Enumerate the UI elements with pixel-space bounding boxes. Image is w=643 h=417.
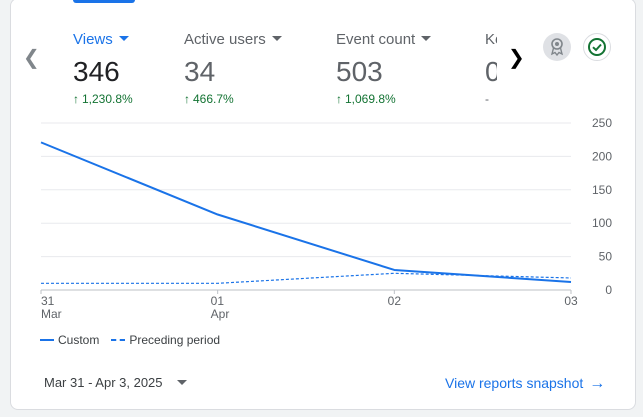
metric-change: - [485, 92, 489, 106]
chevron-right-icon[interactable]: ❯ [508, 47, 525, 69]
caret-down-icon [421, 35, 432, 41]
view-reports-snapshot-link[interactable]: View reports snapshot → [445, 375, 605, 393]
arrow-up-icon: ↑ [184, 92, 190, 106]
metric-value: 503 [336, 56, 383, 87]
legend-swatch-custom [40, 339, 54, 341]
caret-down-icon [271, 35, 282, 41]
legend-label-preceding: Preceding period [129, 333, 221, 347]
metric-value: 34 [184, 56, 216, 87]
metric-label: Key events [485, 31, 497, 48]
x-tick-label: 03 [564, 294, 578, 308]
metric-value: 0 [485, 56, 497, 88]
y-tick-label: 50 [599, 250, 613, 264]
check-circle-icon[interactable] [583, 33, 611, 61]
y-axis: 0 50 100 150 200 250 [592, 116, 612, 297]
caret-down-icon [118, 35, 129, 41]
series-line-custom [40, 141, 572, 283]
metric-views[interactable]: Views 346 ↑ 1,230.8% [73, 31, 133, 106]
series-line-preceding [41, 272, 572, 284]
chevron-left-icon[interactable]: ❮ [23, 47, 40, 69]
chart-legend: Custom Preceding period [40, 333, 220, 347]
report-card: ❮ Views 346 ↑ 1,230.8% Active users 34 ↑ 4… [10, 0, 636, 410]
x-tick-label: 02 [388, 294, 402, 308]
y-tick-label: 200 [592, 149, 612, 163]
x-tick-label: Apr [211, 307, 230, 321]
x-tick-label: 01 [211, 294, 225, 308]
y-tick-label: 100 [592, 216, 612, 230]
x-tick-label: 31 [41, 294, 55, 308]
metric-label: Views [73, 31, 133, 48]
active-tab-indicator [73, 0, 135, 3]
metric-change: ↑ 466.7% [184, 92, 234, 106]
metric-value: 346 [73, 56, 120, 87]
y-tick-label: 0 [605, 283, 612, 297]
caret-down-icon [176, 380, 187, 385]
metric-active-users[interactable]: Active users 34 ↑ 466.7% [184, 31, 282, 106]
legend-swatch-preceding [111, 339, 126, 341]
metric-key-events[interactable]: Key events 0 - [485, 31, 497, 111]
chart-series [40, 141, 572, 284]
metric-change: ↑ 1,069.8% [336, 92, 396, 106]
metric-label: Event count [336, 31, 432, 48]
date-range-label: Mar 31 - Apr 3, 2025 [44, 375, 163, 390]
ribbon-badge-icon[interactable] [543, 33, 571, 61]
arrow-up-icon: ↑ [73, 92, 79, 106]
arrow-up-icon: ↑ [336, 92, 342, 106]
date-range-selector[interactable]: Mar 31 - Apr 3, 2025 [44, 375, 187, 390]
snapshot-link-label: View reports snapshot [445, 375, 584, 391]
metric-change: ↑ 1,230.8% [73, 92, 133, 106]
metric-event-count[interactable]: Event count 503 ↑ 1,069.8% [336, 31, 432, 106]
chart-grid [41, 122, 571, 291]
y-tick-label: 150 [592, 183, 612, 197]
legend-label-custom: Custom [58, 333, 100, 347]
arrow-right-icon: → [589, 375, 606, 392]
metric-label: Active users [184, 31, 282, 48]
y-tick-label: 250 [592, 116, 612, 130]
x-tick-label: Mar [41, 307, 62, 321]
